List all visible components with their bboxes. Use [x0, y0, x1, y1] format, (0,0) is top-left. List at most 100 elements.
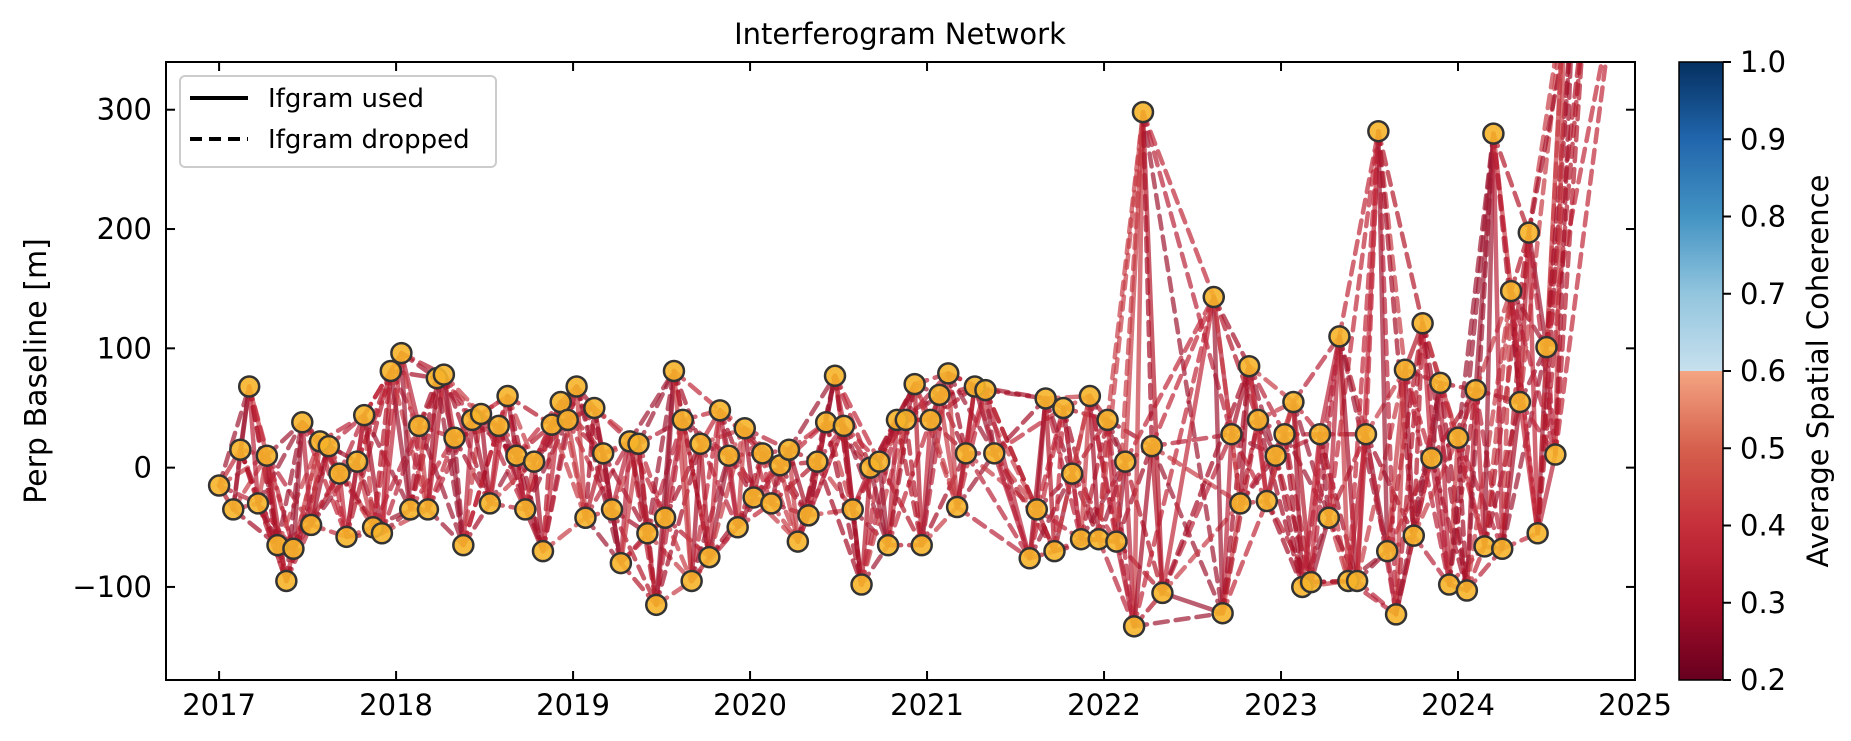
ifgram-used-edge — [1131, 443, 1155, 629]
ifgram-dropped-edge — [1027, 405, 1066, 561]
ifgram-dropped-edge — [1096, 536, 1137, 629]
acquisition-point — [662, 359, 686, 383]
ifgram-dropped-edge — [919, 451, 969, 548]
ifgram-dropped-edge — [1326, 128, 1381, 520]
acquisition-point — [352, 403, 376, 427]
colorbar-tick-label: 0.2 — [1740, 663, 1786, 697]
acquisition-point — [1131, 100, 1155, 124]
acquisition-point — [370, 522, 394, 545]
ifgram-dropped-edge — [255, 420, 305, 506]
ifgram-dropped-edge — [1229, 431, 1243, 506]
x-tick-label: 2017 — [182, 688, 256, 722]
acquisition-point — [1211, 601, 1234, 625]
colorbar-tick-label: 0.3 — [1740, 586, 1786, 620]
acquisition-point — [1464, 378, 1487, 402]
ifgram-dropped-edge — [1337, 128, 1381, 339]
ifgram-used-edge — [1160, 294, 1217, 596]
ifgram-used-edge — [698, 441, 712, 560]
colorbar-gradient — [1678, 61, 1724, 681]
acquisition-point — [407, 414, 431, 438]
acquisition-point — [1105, 530, 1128, 553]
acquisition-point — [1491, 537, 1514, 561]
acquisition-point — [645, 593, 668, 617]
acquisition-point — [317, 434, 341, 458]
ifgram-dropped-edge — [1140, 109, 1217, 300]
acquisition-point — [345, 450, 369, 473]
acquisition-point — [1202, 285, 1226, 309]
ifgram-used-edge — [689, 441, 703, 584]
ifgram-used-edge — [1491, 131, 1505, 552]
acquisition-point — [680, 569, 703, 593]
ifgram-dropped-edge — [1229, 431, 1270, 504]
acquisition-point — [1114, 450, 1137, 473]
acquisition-point — [1526, 522, 1549, 545]
ifgram-used-edge — [912, 381, 924, 548]
acquisition-point — [1393, 358, 1417, 382]
ifgram-dropped-edge — [1544, 62, 1605, 350]
acquisition-point — [627, 432, 650, 456]
ifgram-dropped-edge — [1069, 471, 1101, 542]
ifgram-used-edge — [1402, 367, 1417, 538]
acquisition-point — [255, 444, 279, 467]
acquisition-point — [299, 513, 323, 537]
acquisition-point — [1429, 371, 1452, 395]
acquisition-point — [726, 516, 749, 539]
acquisition-point — [928, 383, 951, 407]
acquisition-point — [531, 539, 555, 563]
ifgram-dropped-edge — [1238, 417, 1261, 506]
acquisition-point — [1273, 422, 1296, 446]
ifgram-dropped-edge — [823, 420, 855, 512]
ifgram-dropped-edge — [1131, 610, 1225, 629]
acquisition-point — [237, 375, 261, 398]
acquisition-point — [937, 362, 960, 385]
ifgram-dropped-edge — [1282, 431, 1332, 520]
ifgram-used-edge — [1238, 363, 1252, 506]
ifgram-dropped-edge — [1255, 417, 1305, 590]
ifgram-used-edge — [1393, 367, 1408, 617]
acquisition-point — [291, 411, 314, 434]
acquisition-point — [653, 506, 677, 529]
ifgram-dropped-edge — [1291, 399, 1332, 520]
acquisition-point — [1255, 489, 1279, 513]
acquisition-point — [1508, 390, 1532, 414]
acquisition-point — [1604, 0, 1624, 10]
y-axis-label: Perp Baseline [m] — [19, 238, 54, 504]
ifgram-dropped-edge — [523, 417, 571, 512]
x-tick-label: 2021 — [890, 688, 964, 722]
ifgram-used-edge — [662, 368, 677, 520]
acquisition-point — [469, 402, 493, 426]
acquisition-point — [1575, 0, 1595, 10]
ifgram-dropped-edge — [1526, 62, 1558, 235]
ifgram-dropped-edge — [850, 507, 864, 587]
acquisition-point — [841, 498, 864, 521]
y-tick-label: 300 — [97, 93, 152, 127]
ifgram-dropped-edge — [1455, 131, 1496, 441]
legend-entry-dropped: Ifgram dropped — [268, 125, 470, 155]
acquisition-point — [1043, 539, 1066, 563]
colorbar-tick-label: 0.4 — [1740, 509, 1786, 543]
acquisition-point — [591, 442, 615, 465]
legend: Ifgram used Ifgram dropped — [179, 75, 497, 168]
acquisition-point — [1151, 581, 1174, 605]
ifgram-dropped-edge — [1337, 334, 1369, 437]
acquisition-point — [1299, 570, 1323, 594]
acquisition-point — [496, 384, 519, 408]
ifgram-used-edge — [416, 423, 431, 512]
ifgram-dropped-edge — [1354, 367, 1408, 584]
ifgram-dropped-edge — [379, 423, 422, 536]
acquisition-point — [751, 442, 774, 465]
ifgram-dropped-edge — [662, 515, 694, 584]
acquisition-markers — [207, 0, 1624, 638]
ifgram-dropped-edge — [1220, 498, 1270, 616]
ifgram-dropped-edge — [1140, 109, 1225, 616]
ifgram-dropped-edge — [1246, 363, 1287, 437]
acquisition-point — [910, 533, 933, 557]
ifgram-dropped-edge — [1411, 321, 1425, 538]
acquisition-point — [416, 498, 440, 521]
acquisition-point — [565, 375, 588, 398]
ifgram-used-edge — [1517, 399, 1540, 536]
ifgram-used-edge — [264, 453, 289, 584]
ifgram-dropped-edge — [1553, 62, 1609, 457]
ifgram-used-edge — [531, 459, 546, 554]
acquisition-point — [797, 504, 820, 527]
